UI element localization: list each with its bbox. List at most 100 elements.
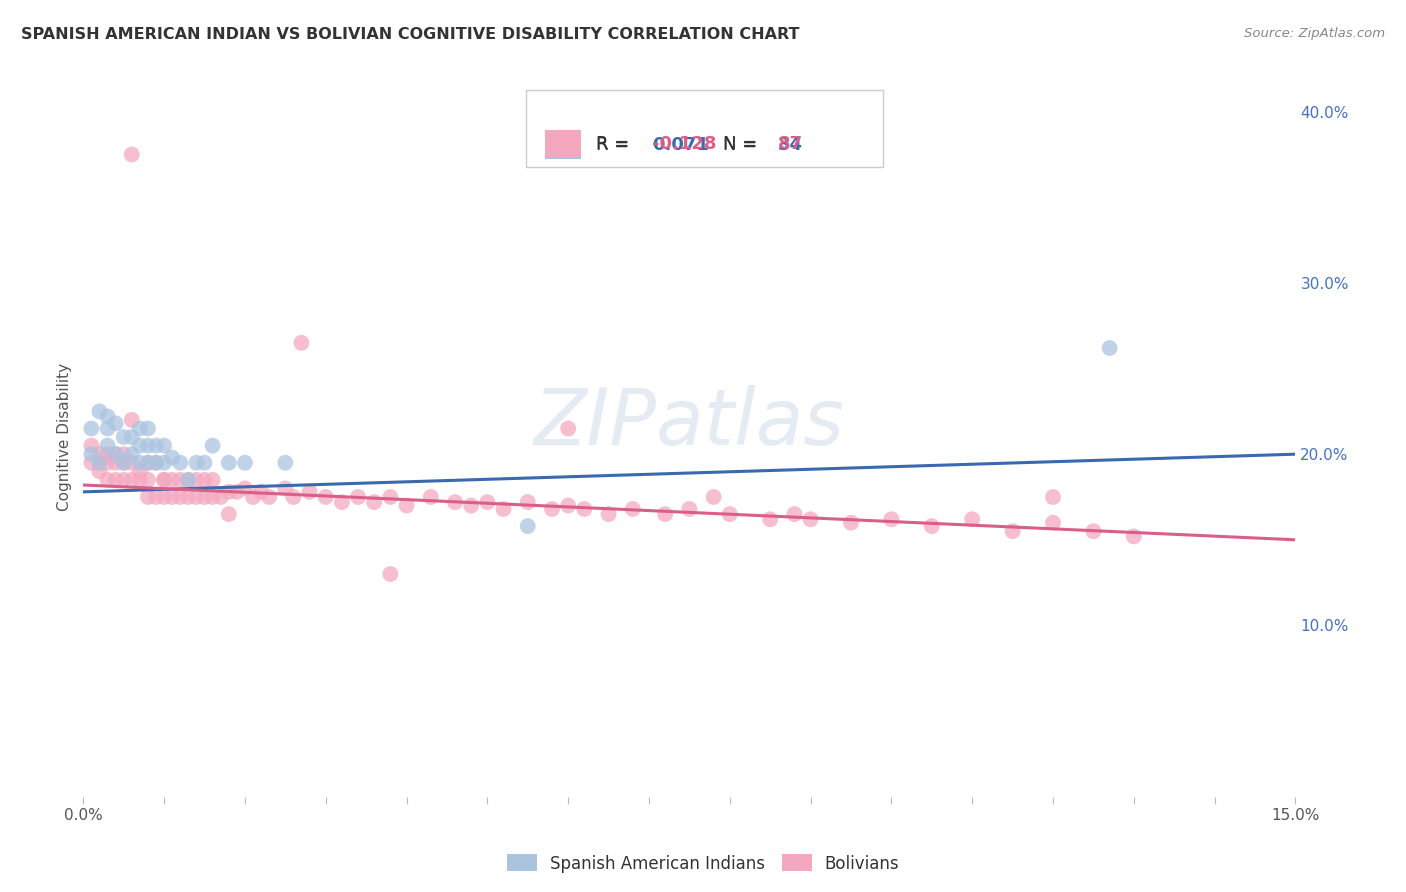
Point (193, 490, 215, 504)
Point (218, 484, 240, 499)
Point (654, 507, 676, 521)
Point (145, 490, 167, 504)
Point (128, 421, 150, 435)
Point (89, 404, 111, 418)
Point (1001, 524, 1024, 539)
Point (128, 473, 150, 487)
Point (104, 473, 127, 487)
Point (169, 490, 191, 504)
Point (419, 490, 441, 504)
Point (160, 473, 183, 487)
Point (121, 147, 143, 161)
Bar (546, 131, 582, 159)
Point (678, 502, 700, 516)
Point (225, 484, 247, 499)
Point (290, 335, 312, 350)
Point (598, 507, 620, 521)
Point (477, 495, 499, 509)
Point (330, 495, 353, 509)
Point (112, 456, 135, 470)
Point (218, 507, 240, 521)
Point (128, 456, 150, 470)
Point (136, 473, 159, 487)
Point (1042, 516, 1064, 530)
Point (516, 519, 538, 533)
Point (104, 447, 127, 461)
Point (121, 473, 143, 487)
Point (315, 490, 337, 504)
Point (574, 502, 596, 516)
Point (177, 473, 200, 487)
Text: 87: 87 (778, 135, 803, 153)
Point (201, 473, 224, 487)
Point (153, 439, 176, 453)
Point (1122, 529, 1144, 543)
Text: R =: R = (596, 136, 636, 154)
Point (380, 567, 402, 582)
Point (112, 456, 135, 470)
Point (703, 490, 725, 504)
Point (395, 499, 418, 513)
Point (145, 456, 167, 470)
Point (492, 502, 515, 516)
Point (921, 519, 943, 533)
Point (621, 502, 644, 516)
Point (169, 473, 191, 487)
Point (186, 490, 208, 504)
Point (1083, 524, 1105, 539)
Point (80, 439, 103, 453)
Point (80, 447, 103, 461)
Point (177, 473, 200, 487)
Point (242, 490, 264, 504)
Point (800, 512, 823, 526)
Point (186, 473, 208, 487)
Text: Source: ZipAtlas.com: Source: ZipAtlas.com (1244, 27, 1385, 40)
Point (1042, 490, 1064, 504)
Text: N =: N = (723, 135, 763, 153)
Point (759, 512, 782, 526)
Point (160, 490, 183, 504)
Point (96, 456, 118, 470)
Point (153, 473, 176, 487)
Point (136, 421, 159, 435)
Point (160, 450, 183, 465)
Point (136, 439, 159, 453)
Point (89, 464, 111, 478)
Point (153, 456, 176, 470)
Point (460, 499, 482, 513)
Point (380, 490, 402, 504)
Point (347, 490, 370, 504)
Point (274, 482, 297, 496)
Point (80, 421, 103, 435)
Point (250, 484, 273, 499)
Point (89, 456, 111, 470)
Point (89, 456, 111, 470)
Point (169, 456, 191, 470)
Point (121, 456, 143, 470)
Legend: Spanish American Indians, Bolivians: Spanish American Indians, Bolivians (501, 847, 905, 880)
Point (112, 473, 135, 487)
Point (121, 447, 143, 461)
Point (541, 502, 564, 516)
Point (96, 409, 118, 424)
Y-axis label: Cognitive Disability: Cognitive Disability (58, 363, 72, 511)
Point (96, 421, 118, 435)
Text: R =: R = (596, 135, 636, 153)
Point (233, 456, 256, 470)
Point (283, 490, 305, 504)
Point (218, 456, 240, 470)
Point (363, 495, 385, 509)
Bar (546, 130, 582, 157)
Point (136, 456, 159, 470)
Point (128, 464, 150, 478)
Point (80, 456, 103, 470)
Point (104, 447, 127, 461)
Point (153, 490, 176, 504)
Point (839, 516, 862, 530)
Point (145, 456, 167, 470)
Point (104, 456, 127, 470)
Point (145, 439, 167, 453)
Point (233, 482, 256, 496)
Point (136, 490, 159, 504)
Point (274, 456, 297, 470)
